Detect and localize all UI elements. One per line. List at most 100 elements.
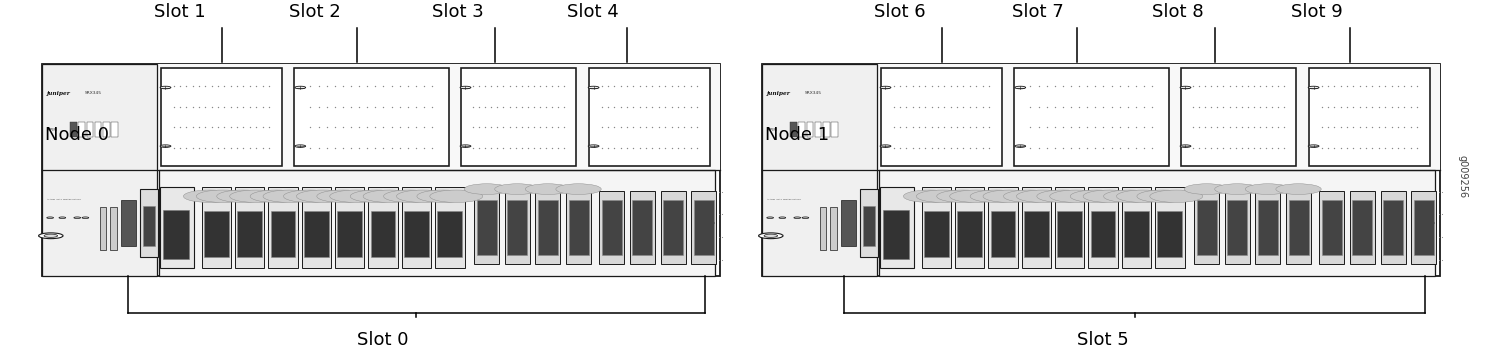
Circle shape	[982, 190, 1036, 202]
Text: SRX345: SRX345	[86, 91, 102, 96]
Bar	[334, 187, 364, 268]
Bar	[94, 122, 102, 137]
Circle shape	[1017, 190, 1070, 202]
Circle shape	[903, 190, 957, 202]
Bar	[42, 64, 158, 276]
Bar	[790, 122, 796, 137]
Text: ALARM  STAT  BYPASS STATUS: ALARM STAT BYPASS STATUS	[48, 199, 81, 200]
Circle shape	[802, 217, 808, 218]
Bar	[404, 211, 429, 257]
Bar	[270, 211, 296, 257]
Circle shape	[384, 190, 436, 202]
Bar	[70, 122, 76, 137]
Circle shape	[230, 190, 282, 202]
Text: juniper: juniper	[766, 91, 790, 96]
Circle shape	[766, 217, 774, 218]
Bar	[1380, 191, 1406, 264]
Bar	[762, 64, 878, 276]
Text: Slot 5: Slot 5	[1077, 331, 1128, 349]
Circle shape	[938, 190, 990, 202]
Circle shape	[950, 190, 1002, 202]
Bar	[506, 191, 530, 264]
Circle shape	[588, 145, 598, 147]
Bar	[1155, 187, 1185, 268]
Bar	[815, 122, 822, 137]
Text: Slot 0: Slot 0	[357, 331, 408, 349]
Bar	[268, 187, 297, 268]
Bar	[1014, 68, 1168, 166]
Bar	[1322, 200, 1342, 255]
Bar	[956, 187, 984, 268]
Circle shape	[430, 190, 483, 202]
Bar	[370, 211, 396, 257]
Bar	[538, 200, 558, 255]
Bar	[798, 122, 806, 137]
Circle shape	[1050, 190, 1102, 202]
Circle shape	[495, 184, 540, 194]
Bar	[568, 200, 588, 255]
Bar	[633, 200, 652, 255]
Bar	[1090, 211, 1116, 257]
Circle shape	[350, 190, 404, 202]
Text: Slot 2: Slot 2	[290, 3, 340, 21]
Circle shape	[417, 190, 470, 202]
Bar	[1089, 187, 1118, 268]
Circle shape	[296, 86, 306, 89]
Bar	[1413, 200, 1434, 255]
Text: Slot 7: Slot 7	[1013, 3, 1064, 21]
Circle shape	[251, 190, 303, 202]
Text: Slot 9: Slot 9	[1292, 3, 1342, 21]
Text: Slot 3: Slot 3	[432, 3, 483, 21]
Bar	[304, 211, 328, 257]
Bar	[1286, 191, 1311, 264]
Bar	[1412, 191, 1436, 264]
Text: mPIM: mPIM	[766, 127, 777, 132]
Circle shape	[880, 86, 891, 89]
Text: Slot 6: Slot 6	[874, 3, 926, 21]
Bar	[660, 191, 686, 264]
Bar	[600, 191, 624, 264]
Circle shape	[1016, 145, 1026, 147]
Bar	[141, 189, 158, 257]
Text: Node 1: Node 1	[765, 126, 830, 143]
Text: ALARM  STAT  BYPASS STATUS: ALARM STAT BYPASS STATUS	[768, 199, 801, 200]
Circle shape	[46, 217, 54, 218]
Bar	[1258, 200, 1278, 255]
Bar	[164, 210, 189, 259]
Bar	[693, 200, 714, 255]
Circle shape	[39, 233, 63, 239]
Bar	[807, 122, 813, 137]
Bar	[236, 187, 264, 268]
Bar	[830, 207, 837, 250]
Circle shape	[396, 190, 450, 202]
Bar	[1288, 200, 1308, 255]
Bar	[957, 211, 982, 257]
Circle shape	[460, 86, 471, 89]
Bar	[302, 187, 332, 268]
Bar	[536, 191, 561, 264]
Circle shape	[160, 86, 171, 89]
Bar	[294, 68, 448, 166]
Circle shape	[1083, 190, 1136, 202]
Bar	[1022, 187, 1052, 268]
Circle shape	[363, 190, 416, 202]
Circle shape	[1036, 190, 1090, 202]
Bar	[460, 68, 576, 166]
Circle shape	[1180, 145, 1191, 147]
Bar	[201, 187, 231, 268]
Bar	[1058, 211, 1082, 257]
Circle shape	[1116, 190, 1170, 202]
Text: mPIM: mPIM	[46, 127, 57, 132]
Circle shape	[160, 145, 171, 147]
Circle shape	[970, 190, 1023, 202]
Circle shape	[1004, 190, 1056, 202]
Bar	[42, 64, 720, 276]
Circle shape	[588, 86, 598, 89]
Bar	[861, 189, 877, 257]
Bar	[831, 122, 837, 137]
Bar	[159, 170, 714, 276]
Circle shape	[778, 217, 786, 218]
Bar	[879, 187, 914, 268]
Circle shape	[1308, 86, 1318, 89]
Bar	[990, 211, 1016, 257]
